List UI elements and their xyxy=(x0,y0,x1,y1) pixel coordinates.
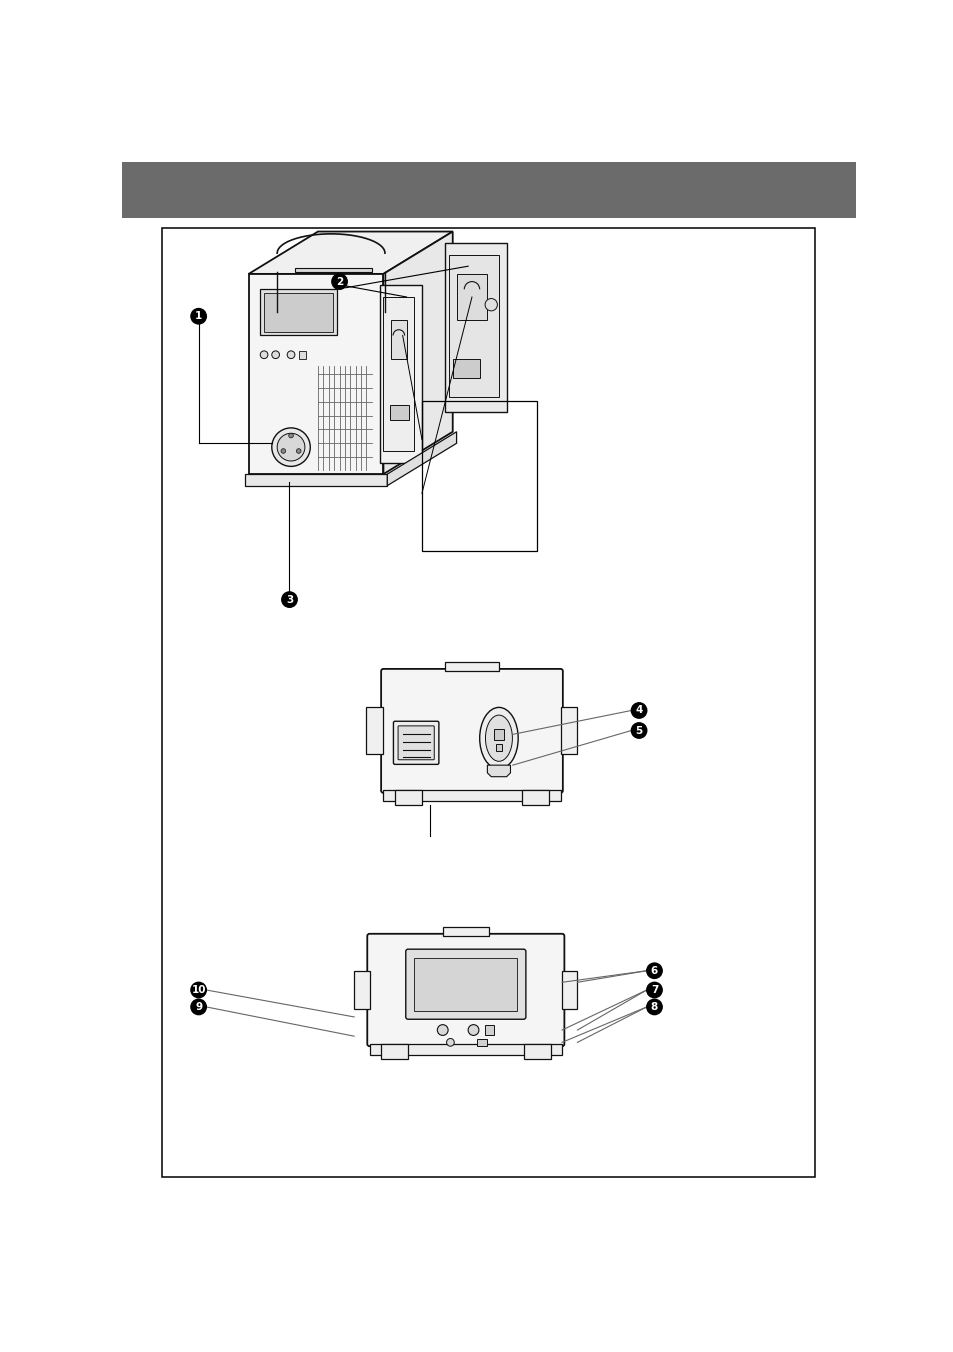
Circle shape xyxy=(446,1038,454,1046)
Bar xyxy=(391,320,406,358)
Circle shape xyxy=(332,274,347,289)
Circle shape xyxy=(468,1025,478,1036)
Text: 6: 6 xyxy=(650,965,658,976)
Text: 7: 7 xyxy=(650,986,658,995)
Circle shape xyxy=(277,433,305,461)
Text: 3: 3 xyxy=(286,595,293,604)
FancyBboxPatch shape xyxy=(381,669,562,792)
Circle shape xyxy=(289,433,293,438)
Polygon shape xyxy=(444,243,506,412)
Polygon shape xyxy=(249,231,453,274)
Bar xyxy=(414,957,517,1011)
Circle shape xyxy=(484,299,497,311)
Circle shape xyxy=(191,308,206,324)
Text: 9: 9 xyxy=(194,1002,202,1011)
Bar xyxy=(521,790,548,806)
Bar xyxy=(456,274,487,320)
Text: 4: 4 xyxy=(635,706,642,715)
Bar xyxy=(383,790,560,802)
Bar xyxy=(381,1044,408,1059)
Circle shape xyxy=(287,352,294,358)
Ellipse shape xyxy=(479,707,517,769)
FancyBboxPatch shape xyxy=(397,726,434,760)
Circle shape xyxy=(272,427,310,466)
Circle shape xyxy=(191,999,206,1014)
Bar xyxy=(560,707,577,753)
Circle shape xyxy=(281,592,297,607)
Bar xyxy=(369,1044,561,1055)
Circle shape xyxy=(191,983,206,998)
Circle shape xyxy=(436,1025,448,1036)
Bar xyxy=(389,404,409,420)
Bar xyxy=(444,662,498,671)
Polygon shape xyxy=(383,231,453,475)
Text: 5: 5 xyxy=(635,726,642,735)
Bar xyxy=(298,352,306,358)
Bar xyxy=(260,289,336,335)
Bar xyxy=(561,971,577,1009)
Bar xyxy=(121,162,856,218)
Bar xyxy=(161,227,814,1178)
Bar xyxy=(442,927,488,936)
Circle shape xyxy=(646,983,661,998)
Bar xyxy=(484,1025,494,1034)
Bar xyxy=(493,729,504,740)
Polygon shape xyxy=(387,431,456,485)
Bar xyxy=(523,1044,550,1059)
Circle shape xyxy=(631,703,646,718)
Circle shape xyxy=(260,352,268,358)
Circle shape xyxy=(296,449,301,453)
Circle shape xyxy=(646,999,661,1014)
Circle shape xyxy=(272,352,279,358)
Circle shape xyxy=(646,963,661,979)
Bar xyxy=(395,790,421,806)
Bar xyxy=(496,745,501,750)
Polygon shape xyxy=(449,254,498,397)
Text: 8: 8 xyxy=(650,1002,658,1011)
Polygon shape xyxy=(245,475,387,485)
Polygon shape xyxy=(379,285,421,462)
Bar xyxy=(366,707,383,753)
Polygon shape xyxy=(294,268,372,272)
Bar xyxy=(264,293,333,331)
FancyBboxPatch shape xyxy=(367,934,564,1046)
Circle shape xyxy=(281,449,285,453)
Text: 1: 1 xyxy=(194,311,202,322)
Bar xyxy=(476,1038,486,1046)
Bar xyxy=(453,358,479,377)
FancyBboxPatch shape xyxy=(393,721,438,764)
Ellipse shape xyxy=(485,715,512,761)
FancyBboxPatch shape xyxy=(405,949,525,1019)
Polygon shape xyxy=(383,297,414,452)
Bar xyxy=(354,971,369,1009)
Polygon shape xyxy=(249,274,383,475)
Polygon shape xyxy=(487,765,510,776)
Text: 2: 2 xyxy=(335,277,343,287)
Circle shape xyxy=(631,723,646,738)
Text: 10: 10 xyxy=(192,986,206,995)
Bar xyxy=(421,402,537,552)
